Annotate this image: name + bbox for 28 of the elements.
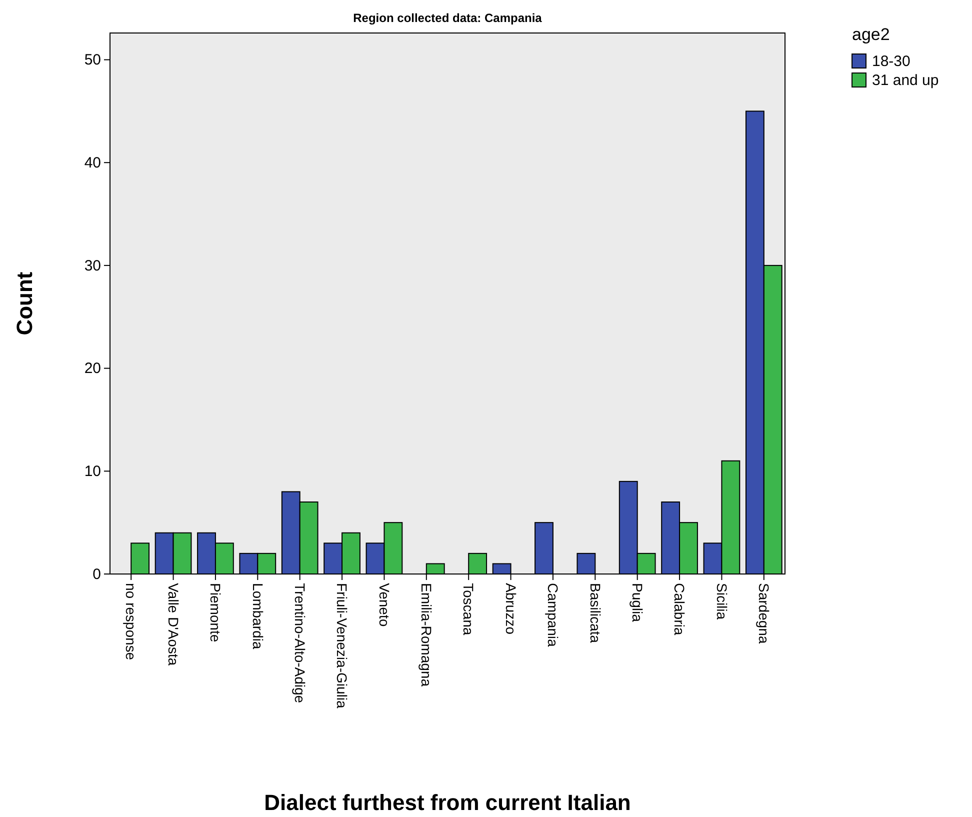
- x-tick-label: Trentino-Alto-Adige: [292, 583, 308, 704]
- chart-title: Region collected data: Campania: [353, 11, 542, 25]
- y-tick-label: 0: [92, 566, 101, 583]
- x-tick-label: Veneto: [376, 583, 392, 627]
- x-tick-label: Calabria: [672, 583, 688, 636]
- x-tick-label: Sicilia: [714, 583, 730, 620]
- y-tick-label: 50: [84, 52, 101, 69]
- x-tick-label: Lombardia: [250, 583, 266, 650]
- x-tick-label: Sardegna: [756, 583, 772, 644]
- x-tick-label: Emilia-Romagna: [418, 583, 435, 687]
- x-tick-label: Abruzzo: [502, 583, 519, 635]
- x-tick-label: Campania: [545, 583, 562, 648]
- x-tick-label: Toscana: [460, 583, 477, 636]
- y-tick-label: 10: [84, 462, 101, 480]
- y-tick-label: 40: [84, 154, 101, 172]
- y-tick-label: 30: [84, 257, 101, 274]
- legend-label: 31 and up: [872, 72, 939, 89]
- x-tick-label: Valle D'Aosta: [165, 583, 182, 666]
- legend-label: 18-30: [872, 53, 910, 70]
- y-axis-title: Count: [12, 271, 37, 336]
- x-tick-label: Basilicata: [587, 583, 604, 644]
- legend-title: age2: [852, 25, 890, 44]
- y-tick-label: 20: [84, 360, 101, 378]
- x-axis-title: Dialect furthest from current Italian: [264, 790, 631, 815]
- x-tick-label: no response: [123, 583, 140, 660]
- x-tick-label: Puglia: [629, 583, 646, 622]
- x-tick-label: Piemonte: [208, 583, 224, 642]
- x-tick-label: Friuli-Venezia-Giulia: [334, 583, 350, 708]
